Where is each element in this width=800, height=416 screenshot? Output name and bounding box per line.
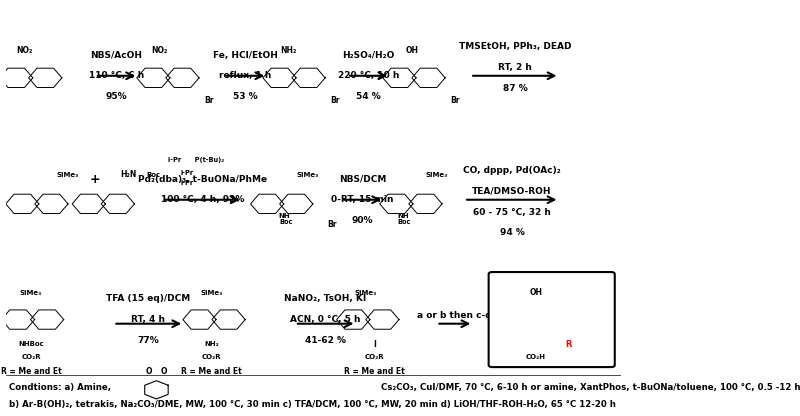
Text: NO₂: NO₂ (16, 47, 32, 55)
Text: TMSEtOH, PPh₃, DEAD: TMSEtOH, PPh₃, DEAD (459, 42, 571, 51)
Text: SiMe₃: SiMe₃ (296, 172, 318, 178)
Text: 220 °C, 10 h: 220 °C, 10 h (338, 71, 399, 80)
Text: NH₂: NH₂ (205, 342, 219, 347)
Text: R = Me and Et: R = Me and Et (182, 367, 242, 376)
Text: R: R (566, 340, 572, 349)
Text: TFA (15 eq)/DCM: TFA (15 eq)/DCM (106, 295, 190, 303)
Text: Cs₂CO₃, CuI/DMF, 70 °C, 6-10 h or amine, XantPhos, t-BuONa/toluene, 100 °C, 0.5 : Cs₂CO₃, CuI/DMF, 70 °C, 6-10 h or amine,… (381, 383, 800, 392)
Text: 41-62 %: 41-62 % (305, 336, 346, 345)
Text: 90%: 90% (352, 216, 374, 225)
Text: i-Pr      P(t-Bu)₂: i-Pr P(t-Bu)₂ (168, 158, 225, 163)
Text: 87 %: 87 % (502, 84, 527, 93)
Text: 94 %: 94 % (499, 228, 525, 237)
Text: O: O (146, 367, 152, 376)
Text: Br: Br (450, 96, 459, 105)
Text: NBS/AcOH: NBS/AcOH (90, 51, 142, 59)
Text: 60 - 75 °C, 32 h: 60 - 75 °C, 32 h (473, 208, 551, 217)
Text: SiMe₃: SiMe₃ (56, 172, 78, 178)
Text: Br: Br (330, 96, 339, 105)
Text: 110 °C, 6 h: 110 °C, 6 h (89, 71, 144, 80)
Text: NH₂: NH₂ (281, 47, 297, 55)
Text: O: O (161, 367, 167, 376)
Text: CO₂H: CO₂H (526, 354, 546, 360)
Text: NH: NH (278, 213, 290, 219)
Text: ACN, 0 °C, 5 h: ACN, 0 °C, 5 h (290, 315, 361, 324)
Text: NaNO₂, TsOH, KI: NaNO₂, TsOH, KI (285, 295, 366, 303)
Text: NBS/DCM: NBS/DCM (339, 175, 386, 183)
Text: OH: OH (406, 47, 418, 55)
Text: Br: Br (327, 220, 337, 229)
Text: TEA/DMSO-ROH: TEA/DMSO-ROH (472, 187, 552, 196)
Text: 100 °C, 4 h, 92%: 100 °C, 4 h, 92% (161, 195, 244, 204)
Text: 53 %: 53 % (234, 92, 258, 101)
Text: OH: OH (530, 288, 542, 297)
Text: Pd₂(dba)₃, t-BuONa/PhMe: Pd₂(dba)₃, t-BuONa/PhMe (138, 175, 267, 183)
Text: 77%: 77% (138, 336, 159, 345)
Text: CO₂R: CO₂R (365, 354, 385, 360)
Text: SiMe₃: SiMe₃ (354, 290, 377, 296)
Text: SiMe₃: SiMe₃ (426, 172, 447, 178)
Text: H₂N: H₂N (121, 171, 137, 179)
Text: Condtions: a) Amine,: Condtions: a) Amine, (9, 383, 111, 392)
Text: a or b then c-d: a or b then c-d (418, 311, 492, 320)
Text: NHBoc: NHBoc (18, 342, 45, 347)
FancyBboxPatch shape (489, 272, 614, 367)
Text: Br: Br (204, 96, 214, 105)
Text: H₂SO₄/H₂O: H₂SO₄/H₂O (342, 51, 395, 59)
Text: 95%: 95% (106, 92, 127, 101)
Text: +: + (90, 173, 100, 186)
Text: R = Me and Et: R = Me and Et (1, 367, 62, 376)
Text: i-Pr: i-Pr (181, 180, 194, 186)
Text: SiMe₃: SiMe₃ (201, 290, 223, 296)
Text: I: I (374, 340, 376, 349)
Text: NO₂: NO₂ (151, 47, 168, 55)
Text: RT, 4 h: RT, 4 h (131, 315, 166, 324)
Text: Fe, HCl/EtOH: Fe, HCl/EtOH (214, 51, 278, 59)
Text: SiMe₃: SiMe₃ (19, 290, 42, 296)
Text: NH: NH (398, 213, 409, 219)
Text: CO₂R: CO₂R (202, 354, 222, 360)
Text: R = Me and Et: R = Me and Et (345, 367, 406, 376)
Text: 54 %: 54 % (356, 92, 381, 101)
Text: i-Pr: i-Pr (181, 170, 194, 176)
Text: RT, 2 h: RT, 2 h (498, 63, 532, 72)
Text: b) Ar-B(OH)₂, tetrakis, Na₂CO₃/DME, MW, 100 °C, 30 min c) TFA/DCM, 100 °C, MW, 2: b) Ar-B(OH)₂, tetrakis, Na₂CO₃/DME, MW, … (9, 400, 616, 409)
Text: reflux, 1 h: reflux, 1 h (219, 71, 272, 80)
Text: CO₂R: CO₂R (22, 354, 42, 360)
Text: Boc: Boc (279, 220, 292, 225)
Text: Boc: Boc (398, 220, 411, 225)
Text: 0-RT, 15 min: 0-RT, 15 min (331, 195, 394, 204)
Text: CO, dppp, Pd(OAc)₂: CO, dppp, Pd(OAc)₂ (463, 166, 561, 175)
Text: Boc: Boc (146, 172, 161, 178)
